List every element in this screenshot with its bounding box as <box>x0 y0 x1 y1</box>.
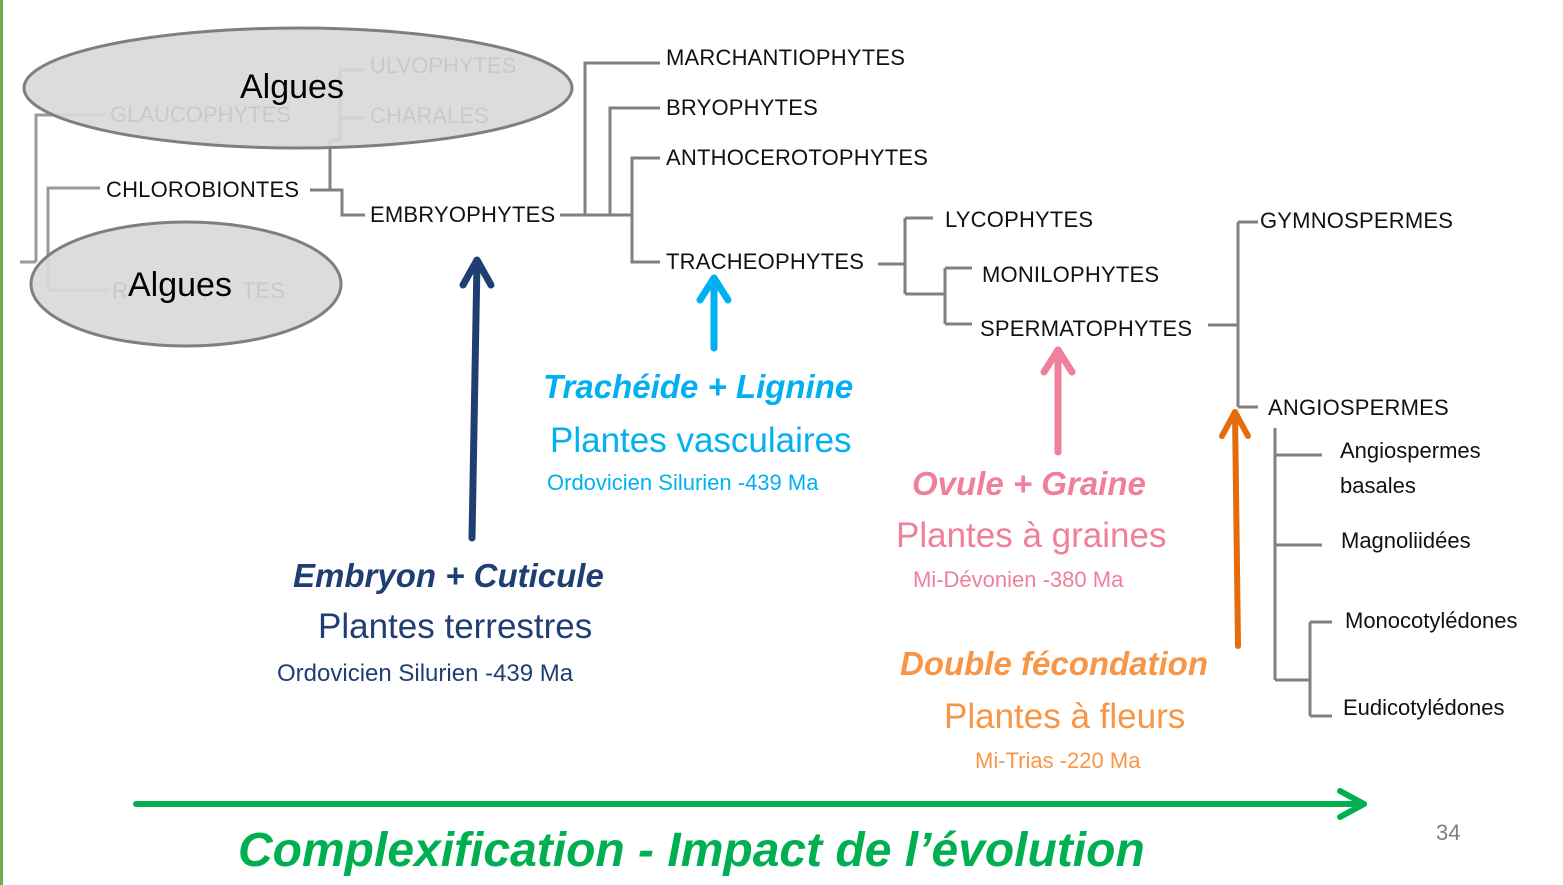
tracheophytes-branch <box>878 216 972 326</box>
taxon-angiospermes: ANGIOSPERMES <box>1268 395 1449 420</box>
algues-label-top: Algues <box>240 68 344 106</box>
vasculaires-title: Trachéide + Lignine <box>543 368 854 405</box>
slide-number: 34 <box>1436 820 1461 845</box>
terrestres-date: Ordovicien Silurien -439 Ma <box>277 660 574 687</box>
taxon-ulvophytes: ULVOPHYTES <box>370 53 517 78</box>
taxon-monocotyledones: Monocotylédones <box>1345 608 1518 633</box>
taxon-charales: CHARALES <box>370 103 489 128</box>
taxon-eudicotyledones: Eudicotylédones <box>1343 695 1505 720</box>
algues-oval-bottom <box>29 220 343 348</box>
taxon-bryophytes: BRYOPHYTES <box>666 95 818 120</box>
taxon-chlorobiontes: CHLOROBIONTES <box>106 177 300 202</box>
taxon-embryophytes: EMBRYOPHYTES <box>370 202 556 227</box>
taxon-angiospermes-basales-line1: Angiospermes <box>1340 438 1481 463</box>
graines-title: Ovule + Graine <box>912 465 1146 502</box>
vasculaires-name: Plantes vasculaires <box>550 421 852 460</box>
taxon-glaucophytes: GLAUCOPHYTES <box>110 102 291 127</box>
double-fecondation-arrow <box>1219 409 1251 649</box>
terrestres-name: Plantes terrestres <box>318 607 593 646</box>
ovule-arrow <box>1040 346 1076 456</box>
algues-label-bottom: Algues <box>128 266 232 304</box>
fleurs-title: Double fécondation <box>900 645 1208 682</box>
taxon-marchantiophytes: MARCHANTIOPHYTES <box>666 45 906 70</box>
embryon-arrow <box>459 256 495 542</box>
complexification-arrow <box>133 788 1367 820</box>
taxon-anthocerotophytes: ANTHOCEROTOPHYTES <box>666 145 929 170</box>
algae-branch-lines <box>20 113 110 292</box>
taxon-gymnospermes: GYMNOSPERMES <box>1260 208 1454 233</box>
fleurs-name: Plantes à fleurs <box>944 697 1186 736</box>
taxon-monilophytes: MONILOPHYTES <box>982 262 1160 287</box>
embryophytes-branch <box>560 61 660 264</box>
taxon-magnoliidees: Magnoliidées <box>1341 528 1471 553</box>
tracheide-arrow <box>696 274 732 352</box>
taxon-tracheophytes: TRACHEOPHYTES <box>666 249 865 274</box>
angiospermes-branch <box>1273 428 1332 718</box>
spermatophytes-branch <box>1208 220 1258 409</box>
graines-date: Mi-Dévonien -380 Ma <box>913 567 1124 592</box>
slide-left-edge <box>0 0 3 885</box>
graines-name: Plantes à graines <box>896 516 1167 555</box>
algues-oval-top <box>22 26 574 150</box>
vasculaires-date: Ordovicien Silurien -439 Ma <box>547 470 819 495</box>
complexification-title: Complexification - Impact de l’évolution <box>238 824 1145 877</box>
taxon-spermatophytes: SPERMATOPHYTES <box>980 316 1193 341</box>
taxon-rhodophytes-left: R <box>112 278 128 303</box>
fleurs-date: Mi-Trias -220 Ma <box>975 748 1141 773</box>
taxon-lycophytes: LYCOPHYTES <box>945 207 1094 232</box>
taxon-angiospermes-basales-line2: basales <box>1340 473 1416 498</box>
taxon-rhodophytes-right: TES <box>242 278 285 303</box>
terrestres-title: Embryon + Cuticule <box>293 557 604 594</box>
